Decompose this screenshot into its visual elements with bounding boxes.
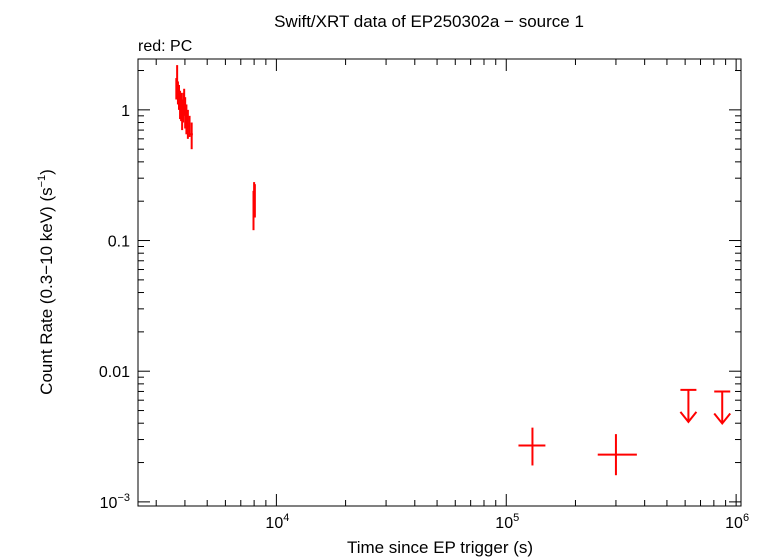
y-axis-label-end: ) xyxy=(37,169,56,175)
y-tick-label: 10−3 xyxy=(100,492,130,512)
chart-title: Swift/XRT data of EP250302a − source 1 xyxy=(274,12,584,31)
y-tick-label: 0.1 xyxy=(108,234,130,251)
legend-text: red: PC xyxy=(138,38,192,55)
upper-limit xyxy=(679,388,698,424)
plot-frame xyxy=(137,58,742,507)
data-point xyxy=(597,434,637,476)
y-axis-label-main: Count Rate (0.3−10 keV) (s xyxy=(37,187,56,394)
data-point xyxy=(190,122,193,150)
data-point xyxy=(186,109,189,139)
data-point xyxy=(253,184,256,218)
data-point xyxy=(188,115,191,137)
upper-limit-arrowhead xyxy=(679,411,698,424)
plot-area xyxy=(137,58,742,507)
y-ticks: 10−3 0.01 0.1 1 xyxy=(99,70,741,512)
y-tick-label: 0.01 xyxy=(99,364,130,381)
data-point xyxy=(518,427,546,466)
upper-limit xyxy=(713,390,732,426)
x-axis-label: Time since EP trigger (s) xyxy=(347,538,533,557)
x-tick-label: 106 xyxy=(725,512,749,532)
y-tick-label: 1 xyxy=(121,103,130,120)
upper-limit-arrowhead xyxy=(713,412,732,426)
x-ticks: 104 105 106 xyxy=(155,59,749,532)
y-axis-label: Count Rate (0.3−10 keV) (s−1) xyxy=(36,169,56,395)
x-tick-label: 105 xyxy=(495,512,519,532)
data-marks xyxy=(175,65,732,476)
y-axis-label-sup: −1 xyxy=(36,175,48,188)
x-tick-label: 104 xyxy=(265,512,289,532)
